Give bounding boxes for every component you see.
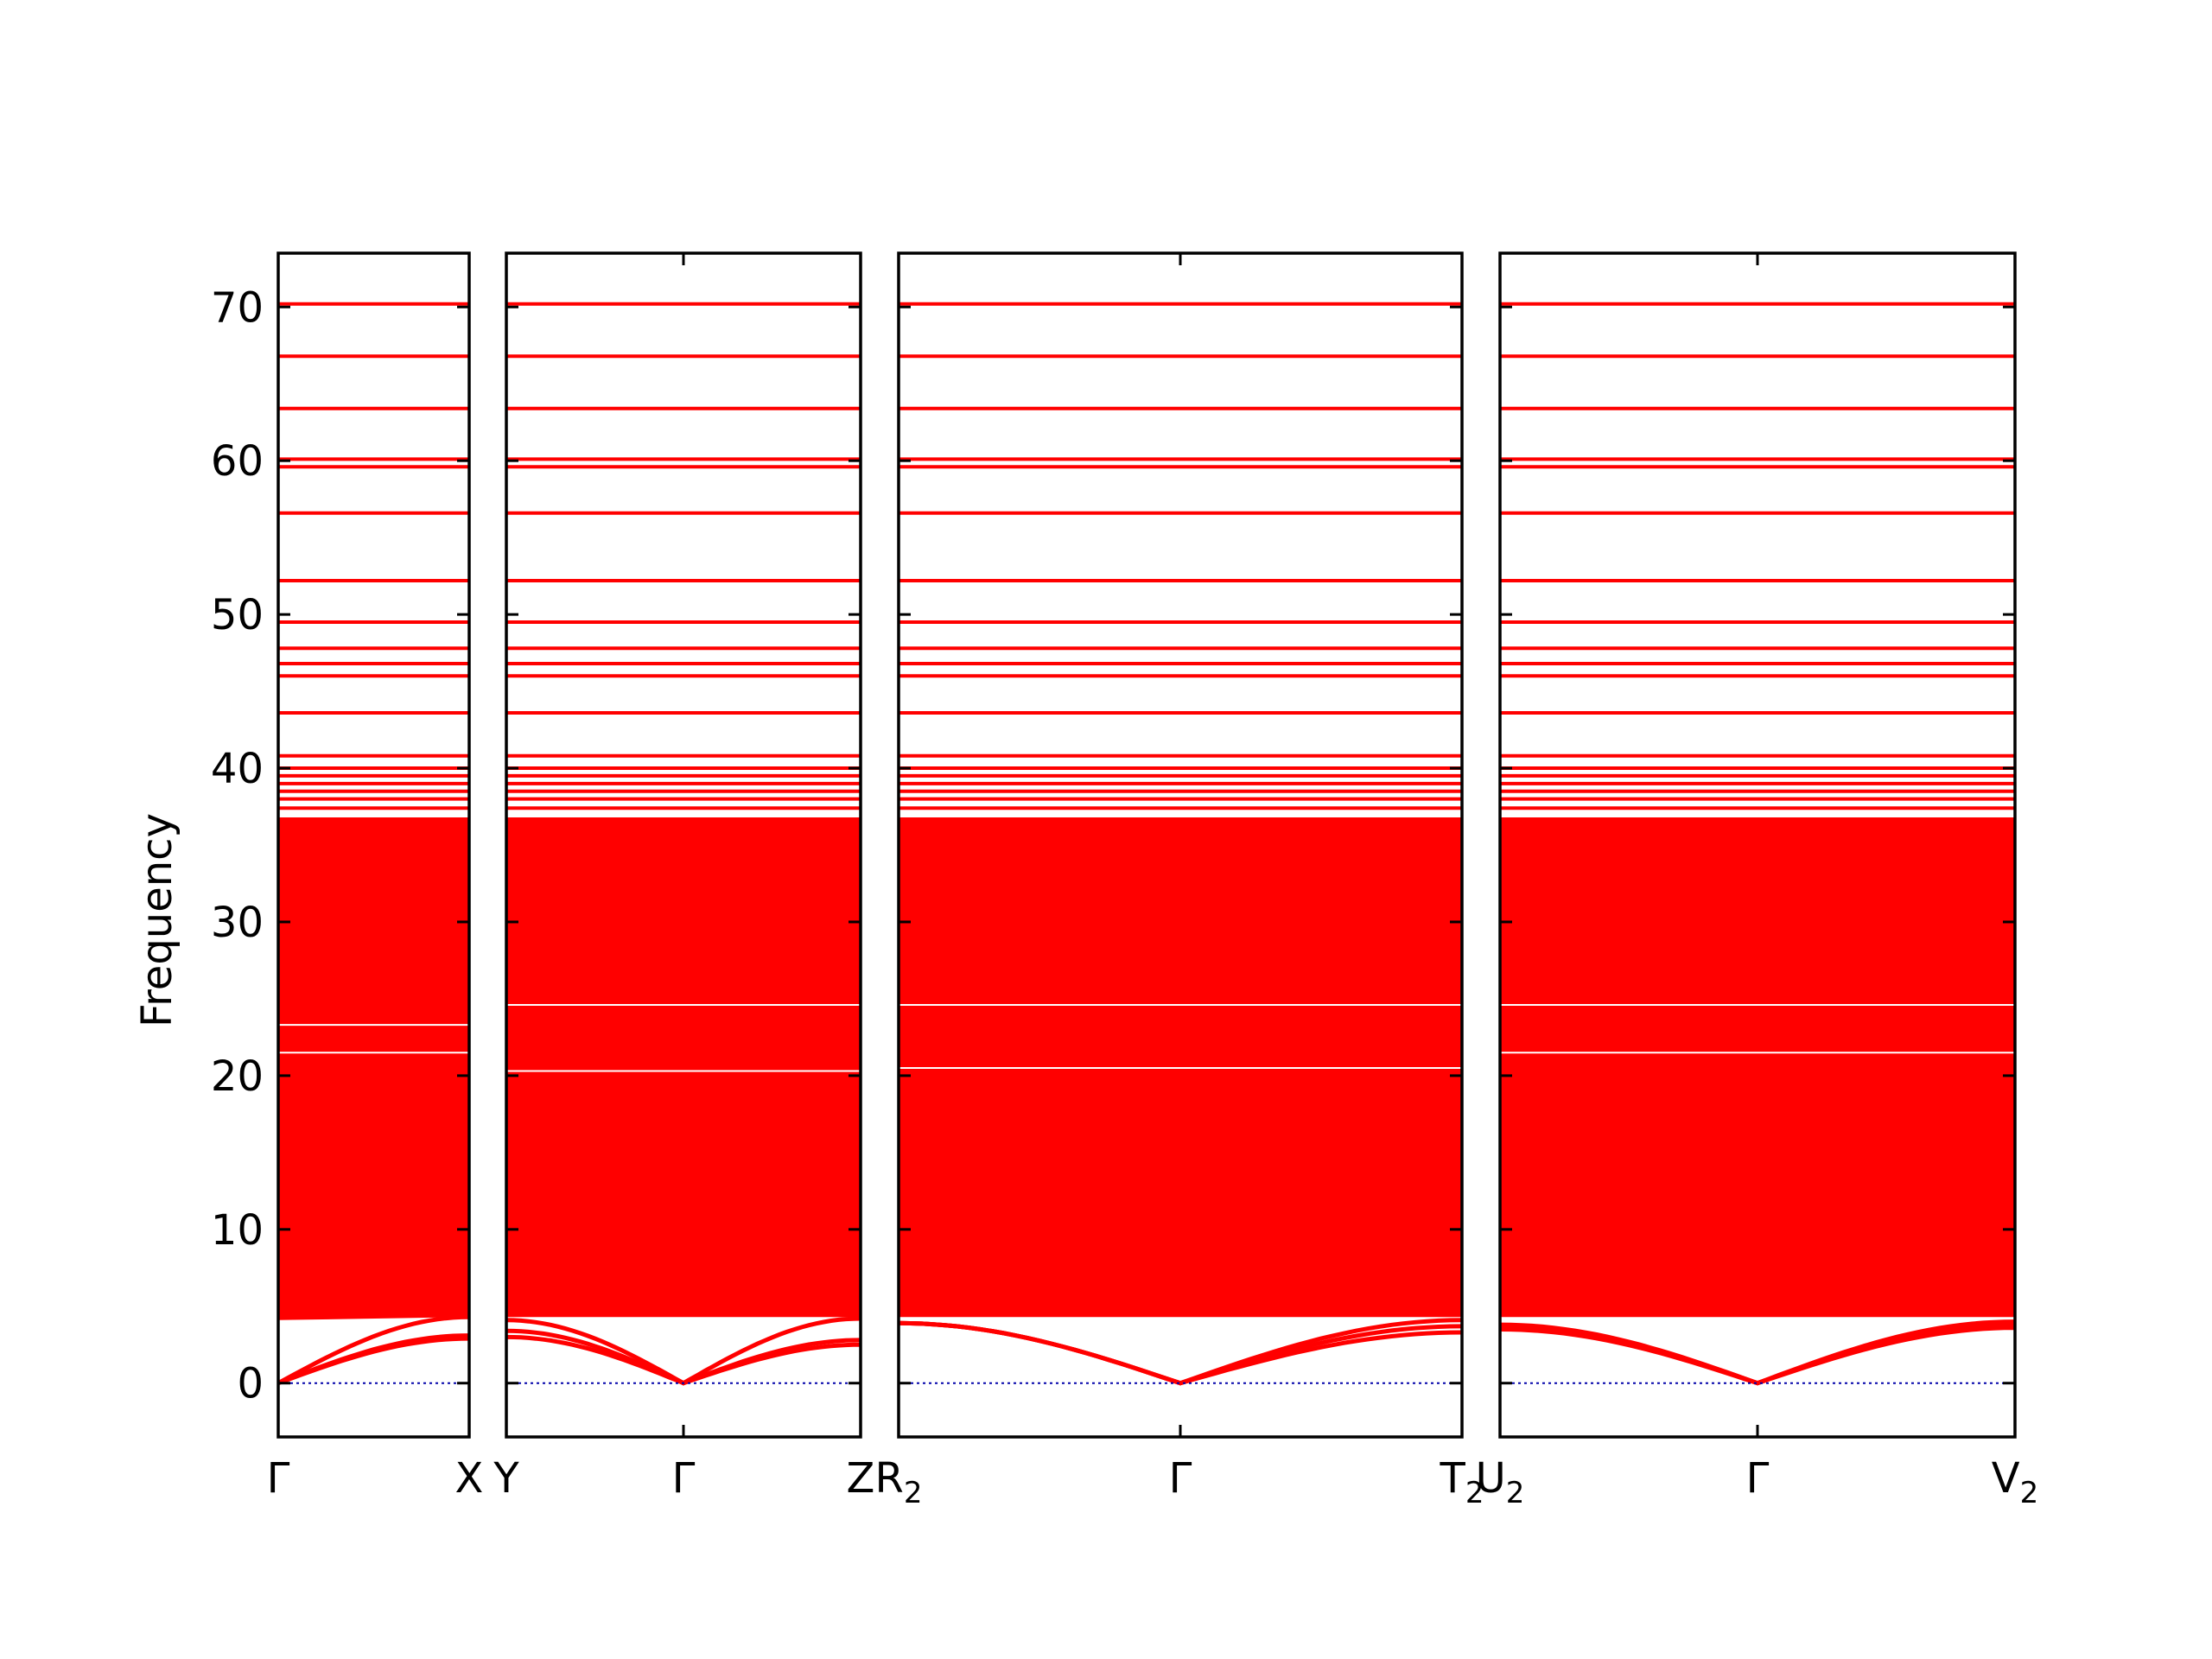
panel-3: R2 Γ T2 — [875, 251, 1484, 1510]
x-tick-label: Y — [493, 1454, 519, 1503]
y-tick-label: 60 — [211, 437, 264, 486]
y-tick-label: 70 — [211, 283, 264, 332]
band-continuum — [506, 817, 861, 1318]
x-tick-label: U2 — [1476, 1454, 1525, 1510]
band-continuum — [278, 817, 469, 1320]
x-tick-label: X — [455, 1454, 484, 1503]
acoustic-branch — [277, 1333, 470, 1386]
y-tick-label: 10 — [211, 1206, 264, 1255]
acoustic-branch — [505, 1328, 861, 1386]
y-tick-label: 30 — [211, 899, 264, 947]
acoustic-branch — [276, 1314, 470, 1385]
x-tick-label: V2 — [1992, 1454, 2038, 1510]
y-tick-label: 0 — [237, 1360, 264, 1408]
y-tick-label: 50 — [211, 591, 264, 639]
y-tick-label: 20 — [211, 1052, 264, 1101]
x-tick-label: T2 — [1440, 1454, 1484, 1510]
acoustic-branch — [898, 1320, 1463, 1386]
x-tick-label: Γ — [1746, 1454, 1770, 1503]
acoustic-branch — [1499, 1319, 2016, 1386]
y-tick-label: 40 — [211, 745, 264, 793]
y-axis-label: Frequency — [133, 813, 181, 1027]
acoustic-branch — [1499, 1325, 2016, 1386]
panel-frame — [276, 251, 471, 1439]
acoustic-branch — [898, 1318, 1463, 1386]
x-tick-label: Z — [847, 1454, 875, 1503]
x-tick-label: R2 — [875, 1454, 923, 1510]
panel-4: U2 Γ V2 — [1476, 251, 2038, 1510]
x-tick-label: Γ — [672, 1454, 696, 1503]
x-tick-label: Γ — [1169, 1454, 1192, 1503]
band-continuum — [1500, 817, 2015, 1318]
acoustic-branch — [277, 1336, 470, 1386]
y-axis: 0 10 20 30 40 50 60 70 — [211, 283, 264, 1408]
x-tick-label: Γ — [267, 1454, 290, 1503]
